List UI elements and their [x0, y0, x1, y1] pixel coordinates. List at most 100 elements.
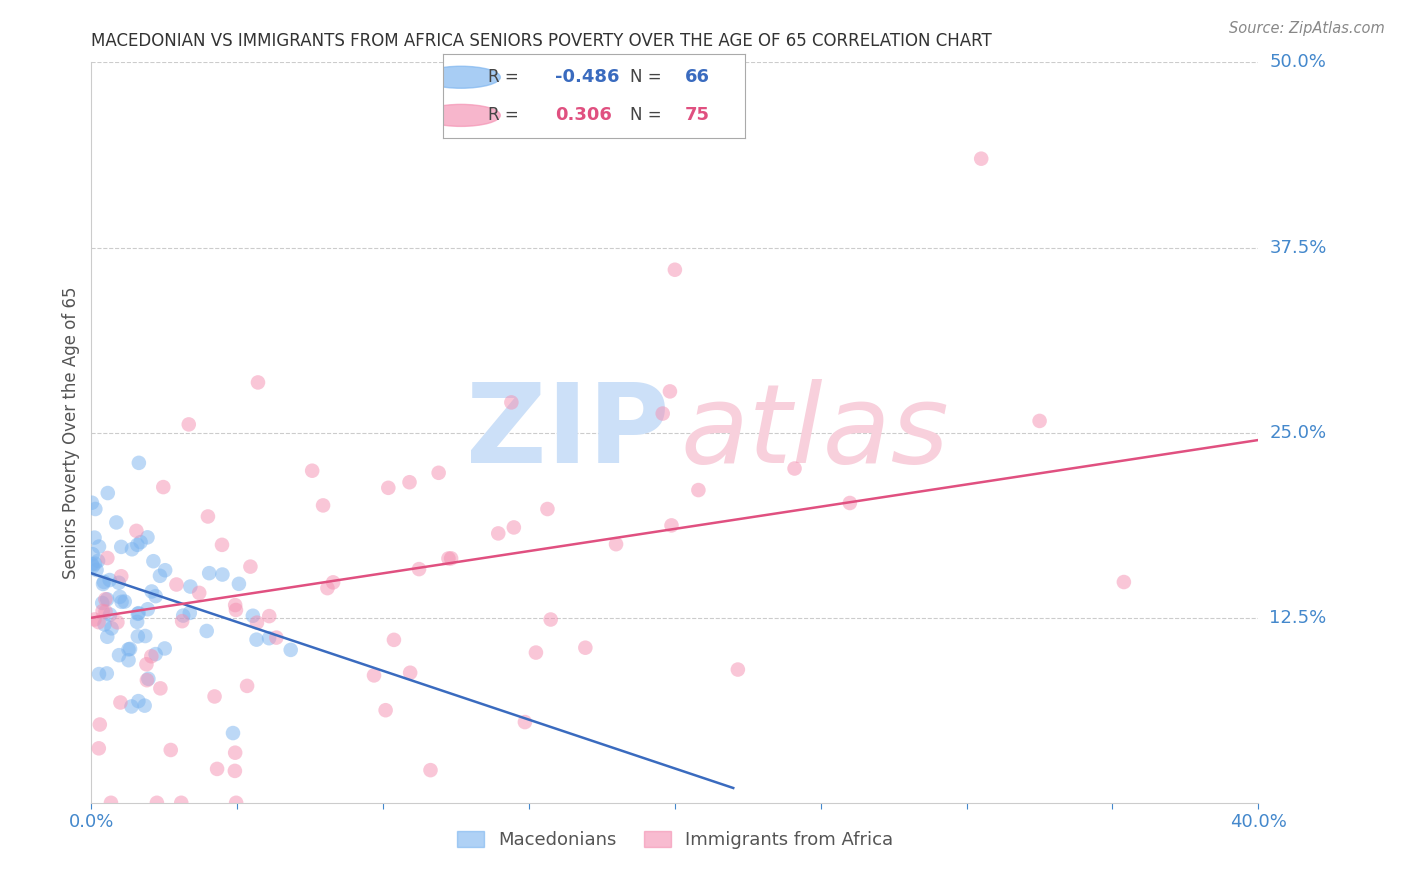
Text: 0.306: 0.306: [555, 106, 612, 124]
Point: [172, 614, 194, 628]
Point: [93, 574, 115, 589]
Point: [661, 518, 683, 533]
Point: [152, 480, 174, 494]
Point: [399, 665, 422, 680]
Point: [121, 542, 143, 557]
Point: [118, 641, 141, 656]
Point: [502, 520, 524, 534]
Text: 66: 66: [685, 69, 710, 87]
Point: [536, 502, 558, 516]
Point: [87, 615, 110, 629]
Point: [127, 629, 149, 643]
Text: R =: R =: [488, 69, 519, 87]
Point: [125, 524, 148, 538]
Point: [153, 641, 176, 656]
Point: [688, 483, 710, 497]
Point: [224, 598, 246, 612]
Point: [91, 596, 114, 610]
Legend: Macedonians, Immigrants from Africa: Macedonians, Immigrants from Africa: [450, 824, 900, 856]
Point: [141, 649, 163, 664]
Point: [205, 762, 228, 776]
Point: [222, 726, 245, 740]
Point: [84, 557, 107, 571]
Point: [1112, 575, 1135, 590]
Point: [540, 613, 562, 627]
Point: [374, 703, 396, 717]
Text: Source: ZipAtlas.com: Source: ZipAtlas.com: [1229, 21, 1385, 36]
Point: [127, 615, 149, 629]
Text: 25.0%: 25.0%: [1270, 424, 1327, 442]
Point: [134, 698, 156, 713]
Point: [108, 590, 131, 604]
Point: [242, 608, 264, 623]
Point: [838, 496, 860, 510]
Point: [107, 575, 129, 590]
Point: [89, 717, 111, 731]
Point: [179, 606, 201, 620]
Point: [197, 509, 219, 524]
Point: [117, 653, 139, 667]
Point: [87, 741, 110, 756]
Point: [135, 673, 157, 688]
Point: [98, 607, 121, 622]
Point: [513, 715, 536, 730]
Point: [145, 589, 167, 603]
Point: [159, 743, 181, 757]
Point: [141, 584, 163, 599]
Point: [87, 554, 110, 568]
Point: [440, 551, 463, 566]
Point: [91, 604, 114, 618]
Point: [501, 395, 523, 409]
Point: [96, 551, 118, 566]
Point: [84, 502, 107, 516]
Point: [1028, 414, 1050, 428]
Point: [110, 696, 132, 710]
Text: 37.5%: 37.5%: [1270, 238, 1327, 257]
Point: [198, 566, 221, 581]
Text: 12.5%: 12.5%: [1270, 608, 1327, 627]
Y-axis label: Seniors Poverty Over the Age of 65: Seniors Poverty Over the Age of 65: [62, 286, 80, 579]
Point: [408, 562, 430, 576]
Point: [97, 486, 120, 500]
Point: [80, 496, 103, 510]
Point: [419, 763, 441, 777]
Point: [524, 646, 547, 660]
Point: [87, 667, 110, 681]
Point: [138, 672, 160, 686]
Point: [110, 540, 132, 554]
Point: [136, 602, 159, 616]
Point: [96, 666, 118, 681]
Point: [783, 461, 806, 475]
Point: [149, 681, 172, 696]
Point: [127, 694, 149, 708]
Circle shape: [422, 66, 501, 88]
Point: [100, 796, 122, 810]
Point: [134, 629, 156, 643]
Point: [82, 547, 104, 561]
Text: atlas: atlas: [681, 379, 949, 486]
Point: [128, 456, 150, 470]
Point: [179, 580, 201, 594]
Point: [80, 558, 103, 572]
Circle shape: [422, 104, 501, 127]
Text: MACEDONIAN VS IMMIGRANTS FROM AFRICA SENIORS POVERTY OVER THE AGE OF 65 CORRELAT: MACEDONIAN VS IMMIGRANTS FROM AFRICA SEN…: [91, 32, 993, 50]
Point: [177, 417, 200, 432]
Point: [83, 531, 105, 545]
Point: [117, 642, 139, 657]
Point: [145, 647, 167, 661]
Point: [105, 516, 128, 530]
Point: [257, 631, 280, 645]
Point: [87, 540, 110, 554]
Point: [239, 559, 262, 574]
Point: [135, 657, 157, 672]
Point: [224, 764, 246, 778]
Point: [204, 690, 226, 704]
Point: [437, 551, 460, 566]
Point: [228, 577, 250, 591]
Point: [266, 631, 288, 645]
Point: [195, 624, 218, 638]
Point: [377, 481, 399, 495]
Point: [165, 577, 187, 591]
Point: [107, 615, 129, 630]
Point: [211, 567, 233, 582]
